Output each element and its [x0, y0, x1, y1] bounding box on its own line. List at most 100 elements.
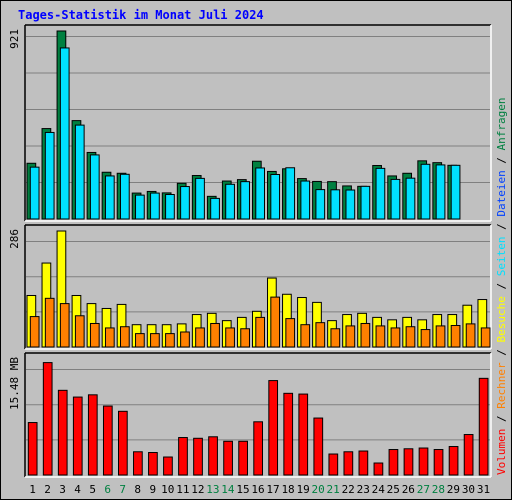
- x-tick-label: 31: [477, 483, 490, 496]
- bar-volumen: [178, 437, 188, 476]
- bar-seiten: [165, 333, 175, 348]
- legend-item-volumen: Volumen: [495, 429, 508, 475]
- legend-item-anfragen: Anfragen: [495, 97, 508, 150]
- bar-seiten: [420, 329, 431, 348]
- bar-dateien: [29, 166, 40, 220]
- legend-separator: /: [495, 217, 508, 237]
- bar-volumen: [313, 417, 324, 476]
- bar-volumen: [42, 362, 53, 476]
- x-tick-label: 17: [266, 483, 279, 496]
- bar-dateien: [210, 197, 220, 220]
- bar-dateien: [330, 189, 341, 220]
- x-tick-label: 11: [176, 483, 189, 496]
- x-tick-label: 25: [387, 483, 400, 496]
- y-max-label: 286: [8, 229, 21, 249]
- bar-seiten: [240, 328, 250, 348]
- bar-dateien: [270, 174, 281, 220]
- bar-dateien: [195, 177, 205, 220]
- x-tick-label: 21: [327, 483, 340, 496]
- y-max-label: 921: [8, 29, 21, 49]
- bar-seiten: [59, 303, 70, 348]
- bar-seiten: [270, 296, 281, 348]
- x-tick-label: 16: [251, 483, 264, 496]
- bar-seiten: [450, 325, 461, 348]
- bar-volumen: [418, 447, 429, 476]
- x-tick-label: 13: [206, 483, 219, 496]
- x-tick-label: 22: [342, 483, 355, 496]
- bar-volumen: [343, 451, 354, 476]
- x-tick-label: 6: [104, 483, 111, 496]
- bar-seiten: [390, 327, 401, 348]
- bar-seiten: [255, 316, 266, 348]
- x-tick-label: 1: [29, 483, 36, 496]
- bar-volumen: [298, 393, 309, 476]
- bar-volumen: [403, 448, 414, 476]
- bar-dateien: [420, 163, 431, 220]
- bar-seiten: [44, 297, 55, 348]
- x-tick-label: 10: [161, 483, 174, 496]
- x-tick-label: 27: [417, 483, 430, 496]
- bar-dateien: [59, 47, 70, 220]
- x-tick-label: 12: [191, 483, 204, 496]
- bar-volumen: [208, 436, 218, 476]
- x-tick-label: 4: [74, 483, 81, 496]
- bar-seiten: [300, 324, 311, 348]
- bar-seiten: [330, 328, 341, 348]
- bar-dateien: [300, 180, 311, 220]
- x-tick-label: 9: [149, 483, 156, 496]
- bar-dateien: [225, 183, 235, 220]
- bar-dateien: [360, 185, 371, 220]
- bar-dateien: [180, 186, 190, 220]
- bar-seiten: [180, 331, 190, 348]
- legend-item-rechner: Rechner: [495, 362, 508, 409]
- bar-dateien: [285, 167, 296, 220]
- x-tick-label: 19: [296, 483, 309, 496]
- x-tick-label: 28: [432, 483, 445, 496]
- bar-seiten: [104, 327, 115, 348]
- legend-item-besuche: Besuche: [495, 296, 508, 342]
- x-tick-label: 8: [134, 483, 141, 496]
- bar-dateien: [390, 178, 401, 220]
- bar-dateien: [240, 181, 250, 220]
- bar-volumen: [148, 452, 158, 476]
- bar-seiten: [315, 322, 326, 348]
- bar-dateien: [89, 154, 100, 220]
- bar-dateien: [315, 189, 326, 220]
- bar-seiten: [74, 315, 85, 348]
- x-tick-label: 18: [281, 483, 294, 496]
- bar-volumen: [163, 456, 173, 476]
- bar-volumen: [27, 422, 38, 476]
- bar-volumen: [133, 451, 143, 476]
- bar-dateien: [405, 177, 416, 220]
- bar-volumen: [118, 410, 128, 476]
- legend-item-seiten: Seiten: [495, 237, 508, 277]
- bar-volumen: [268, 380, 279, 476]
- bar-seiten: [345, 325, 356, 348]
- bar-dateien: [150, 192, 160, 220]
- bar-volumen: [193, 437, 203, 476]
- legend-separator: /: [495, 409, 508, 429]
- legend-separator: /: [495, 150, 508, 170]
- x-tick-label: 30: [462, 483, 475, 496]
- chart-title: Tages-Statistik im Monat Juli 2024: [18, 8, 264, 22]
- bar-seiten: [405, 326, 416, 348]
- bar-volumen: [433, 449, 444, 476]
- legend-item-dateien: Dateien: [495, 170, 508, 216]
- legend-separator: /: [495, 343, 508, 363]
- bar-volumen: [87, 394, 98, 476]
- bar-seiten: [435, 325, 446, 348]
- bar-seiten: [195, 327, 205, 348]
- legend-separator: /: [495, 276, 508, 296]
- x-tick-label: 26: [402, 483, 415, 496]
- bar-dateien: [135, 194, 145, 220]
- bar-volumen: [463, 434, 474, 476]
- x-tick-label: 24: [372, 483, 386, 496]
- bar-seiten: [29, 316, 40, 348]
- bar-seiten: [150, 333, 160, 348]
- bar-seiten: [480, 327, 491, 348]
- x-tick-label: 7: [119, 483, 126, 496]
- bar-volumen: [448, 446, 459, 476]
- bar-volumen: [358, 450, 369, 476]
